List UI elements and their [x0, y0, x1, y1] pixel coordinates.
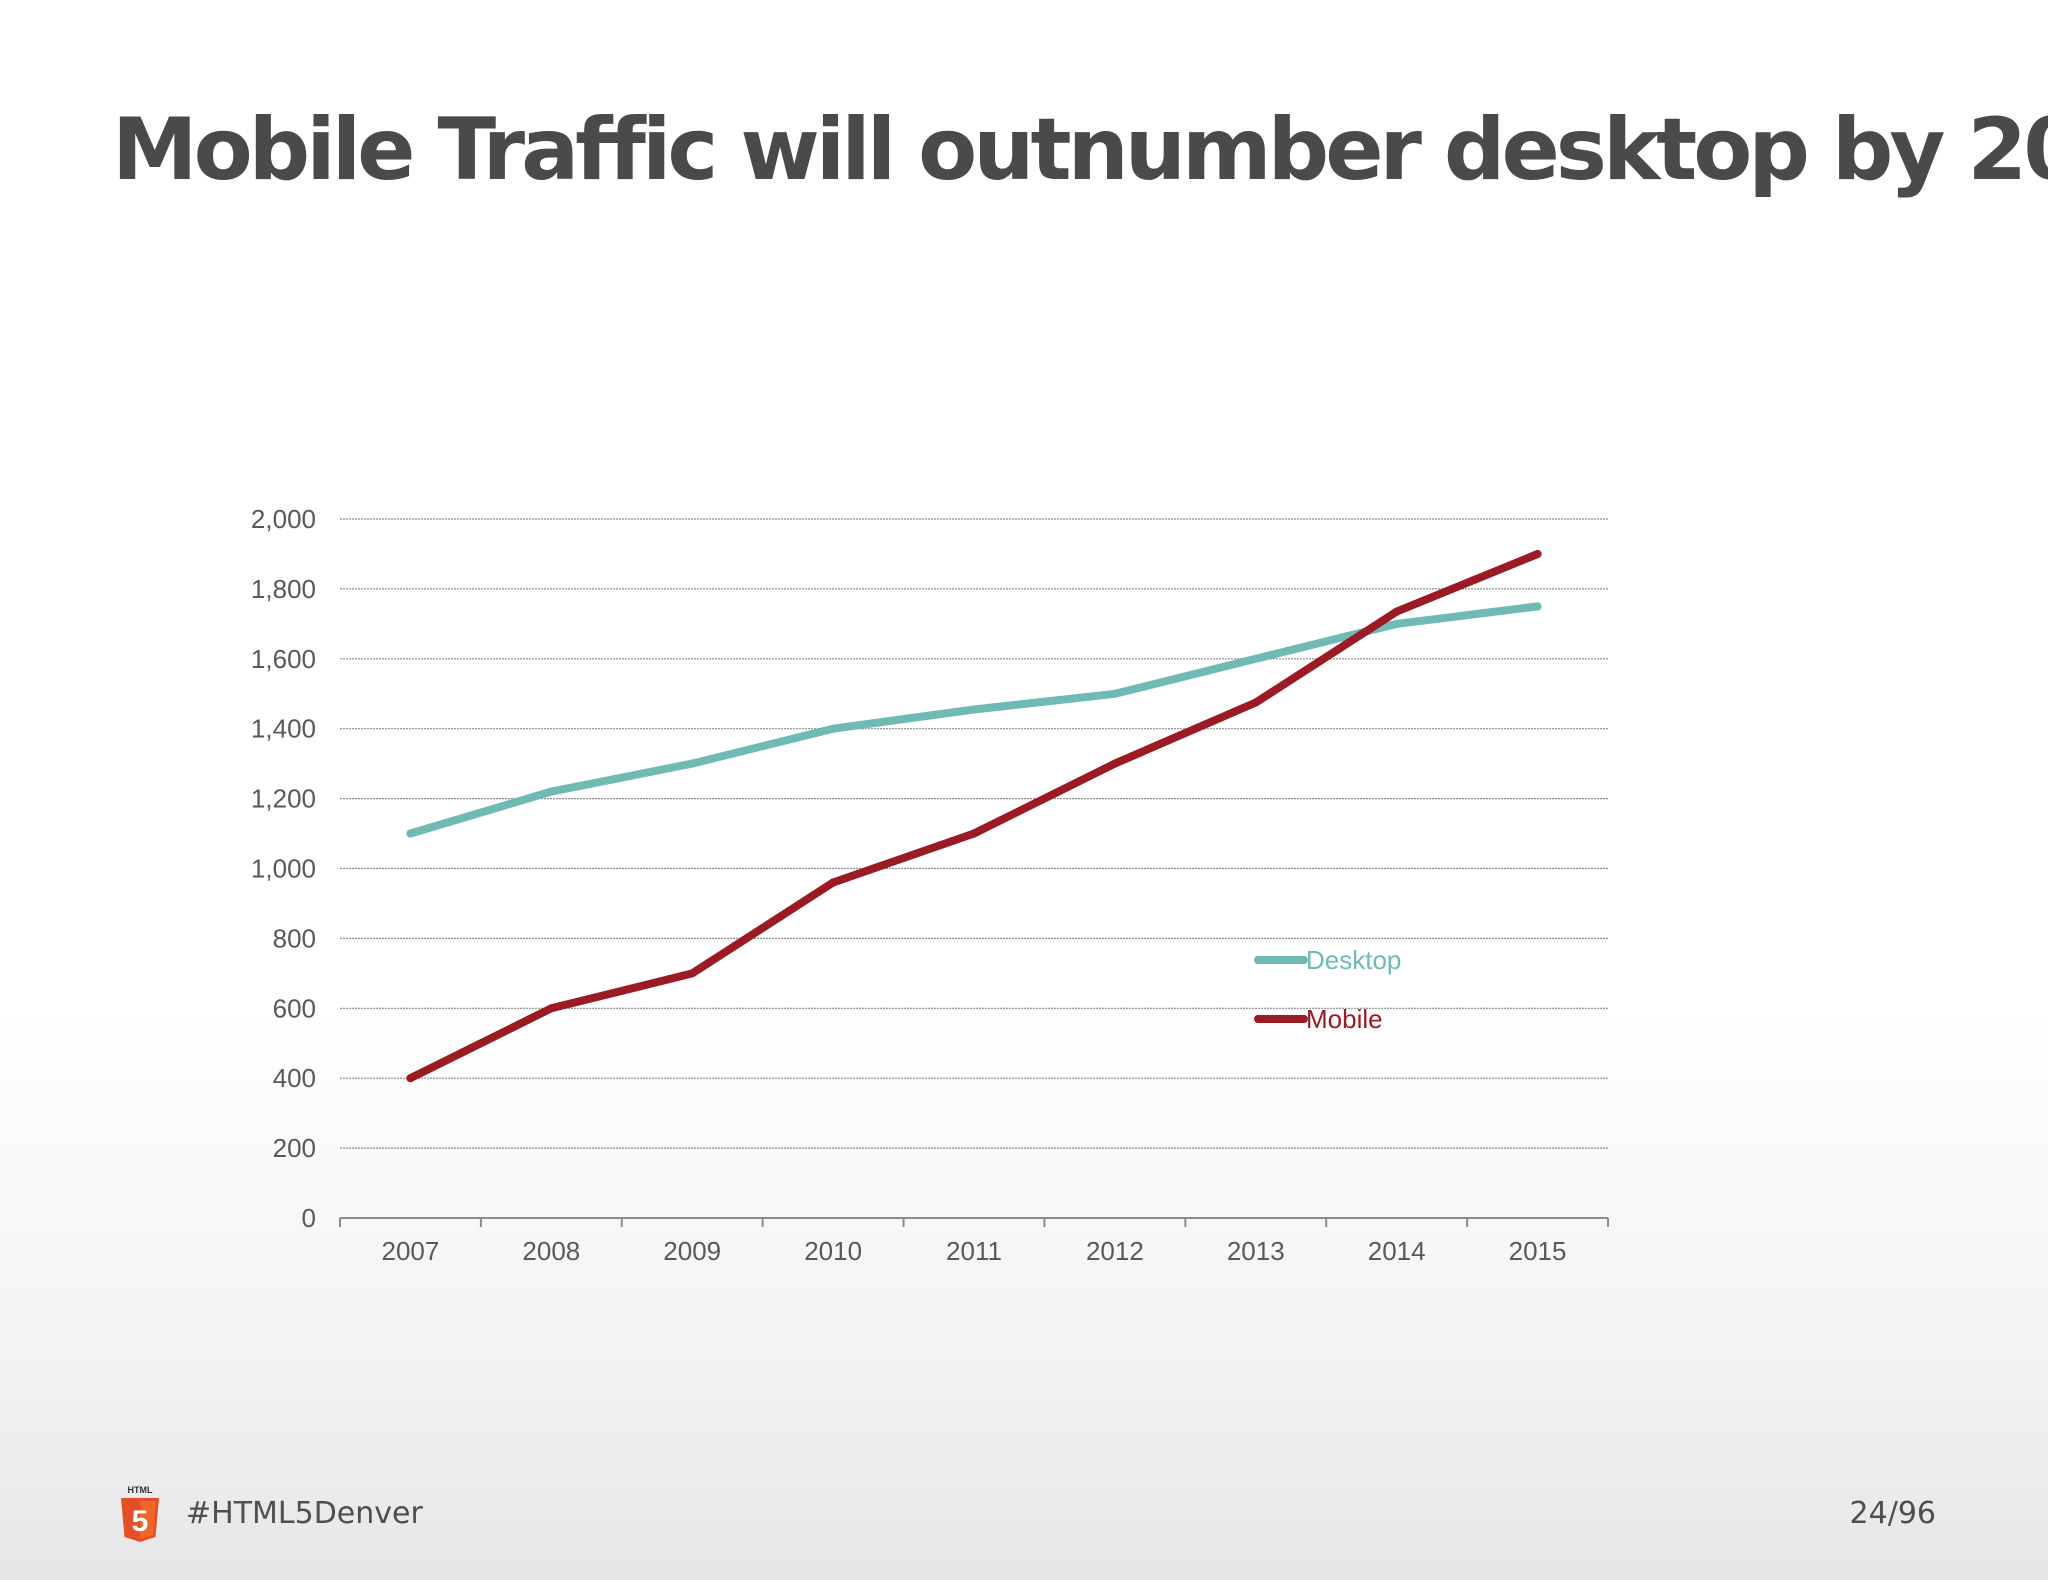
- data-point-desktop: [970, 705, 978, 714]
- data-point-desktop: [688, 759, 697, 768]
- legend-label-mobile: Mobile: [1306, 1004, 1383, 1034]
- data-point-mobile: [1110, 759, 1119, 768]
- y-tick-label: 1,800: [251, 574, 316, 604]
- data-point-mobile: [688, 969, 697, 978]
- data-point-mobile: [406, 1074, 415, 1083]
- data-point-mobile: [1251, 698, 1260, 707]
- y-axis-tick-labels: 0 200 400 600 800 1,000 1,200 1,400 1,600 1,800 2,…: [251, 504, 316, 1233]
- x-tick-label: 2015: [1509, 1236, 1567, 1266]
- data-point-desktop: [1110, 689, 1119, 698]
- x-tick-label: 2008: [522, 1236, 580, 1266]
- x-tick-label: 2011: [946, 1236, 1002, 1266]
- y-tick-label: 1,200: [251, 784, 316, 814]
- html5-logo-glyph: 5: [132, 1505, 149, 1538]
- y-tick-label: 800: [273, 923, 316, 953]
- y-tick-label: 1,600: [251, 644, 316, 674]
- y-tick-label: 1,000: [251, 854, 316, 884]
- x-tick-label: 2010: [804, 1236, 862, 1266]
- y-tick-label: 200: [273, 1133, 316, 1163]
- x-tick-label: 2013: [1227, 1236, 1285, 1266]
- x-tick-label: 2009: [663, 1236, 721, 1266]
- data-point-mobile: [1533, 549, 1542, 558]
- data-point-desktop: [829, 724, 838, 733]
- legend: Desktop Mobile: [1254, 945, 1401, 1034]
- page-number: 24/96: [1849, 1496, 1936, 1531]
- series-line-mobile: [406, 550, 1542, 1083]
- x-axis-tick-labels: 2007 2008 2009 2010 2011 2012 2013 2014 2015: [382, 1236, 1567, 1266]
- data-point-mobile: [1392, 607, 1401, 616]
- data-point-mobile: [970, 829, 978, 838]
- x-tick-label: 2007: [382, 1236, 440, 1266]
- data-point-desktop: [1251, 654, 1260, 663]
- y-tick-label: 0: [302, 1203, 316, 1233]
- data-point-mobile: [547, 1004, 556, 1013]
- series-line-desktop: [406, 602, 1542, 838]
- data-point-desktop: [406, 829, 415, 838]
- data-point-desktop: [1392, 619, 1401, 628]
- y-tick-label: 400: [273, 1063, 316, 1093]
- x-tick-label: 2012: [1086, 1236, 1144, 1266]
- y-tick-label: 2,000: [251, 504, 316, 534]
- html5-logo-text: HTML: [128, 1485, 153, 1495]
- data-point-desktop: [547, 787, 556, 796]
- y-tick-label: 1,400: [251, 714, 316, 744]
- series-lines: [406, 549, 1542, 1083]
- data-point-mobile: [829, 878, 838, 887]
- x-tick-label: 2014: [1368, 1236, 1426, 1266]
- footer-hashtag: #HTML5Denver: [186, 1496, 423, 1531]
- y-tick-label: 600: [273, 993, 316, 1023]
- data-point-desktop: [1533, 602, 1542, 611]
- legend-label-desktop: Desktop: [1306, 945, 1401, 975]
- slide-title: Mobile Traffic will outnumber desktop by…: [112, 100, 2048, 200]
- x-axis: [339, 1217, 1609, 1227]
- html5-logo-icon: HTML 5: [121, 1485, 159, 1542]
